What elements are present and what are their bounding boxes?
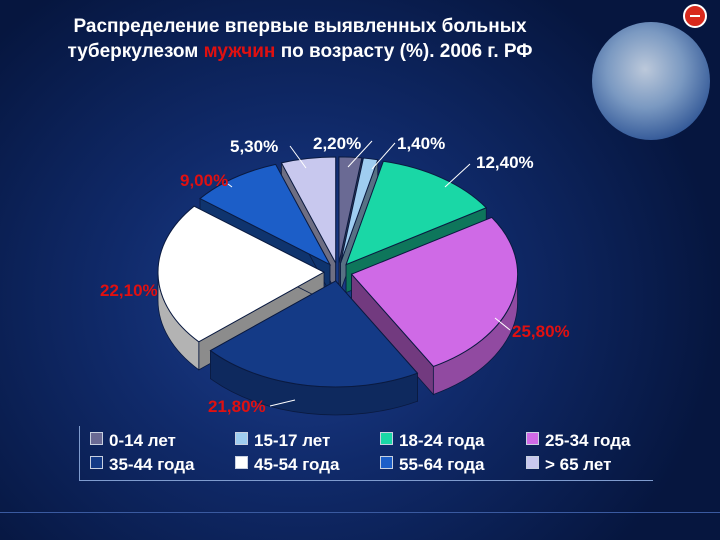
legend-label-1: 0-14 лет: [109, 431, 176, 450]
medical-badge-icon: [683, 4, 707, 28]
data-label-7: 9,00%: [180, 171, 228, 190]
chart-title-line2: туберкулезом мужчин по возрасту (%). 200…: [0, 39, 600, 64]
title-text-pre: туберкулезом: [67, 41, 204, 62]
data-label-3: 12,40%: [476, 153, 534, 172]
pie-slice-5: [209, 279, 419, 416]
legend-label-3: 18-24 года: [399, 431, 485, 450]
title-text-post: по возрасту (%). 2006 г. РФ: [275, 41, 533, 62]
leader-line-6: [161, 290, 173, 295]
globe-logo-icon: [592, 22, 710, 140]
leader-line-8: [289, 145, 307, 169]
legend-label-5: 35-44 года: [109, 455, 195, 474]
legend-item-3: 18-24 года: [380, 430, 484, 452]
legend-label-4: 25-34 года: [545, 431, 631, 450]
legend-swatch-7: [380, 456, 393, 469]
legend-label-6: 45-54 года: [254, 455, 340, 474]
legend-swatch-2: [235, 432, 248, 445]
legend-item-6: 45-54 года: [235, 454, 339, 476]
legend-label-2: 15-17 лет: [254, 431, 331, 450]
data-label-2: 1,40%: [397, 134, 445, 153]
data-label-6: 22,10%: [100, 281, 158, 300]
data-label-4: 25,80%: [512, 322, 570, 341]
data-label-8: 5,30%: [230, 137, 278, 156]
legend-label-8: > 65 лет: [545, 455, 612, 474]
legend-item-7: 55-64 года: [380, 454, 484, 476]
pie-slice-4: [350, 216, 519, 396]
legend-item-1: 0-14 лет: [90, 430, 176, 452]
chart-legend: 0-14 лет 15-17 лет 18-24 года 25-34 года 35-…: [79, 426, 653, 481]
chart-title-line1: Распределение впервые выявленных больных: [73, 16, 527, 37]
legend-swatch-5: [90, 456, 103, 469]
pie-slice-6: [157, 205, 326, 371]
leader-line-7: [227, 183, 233, 188]
legend-item-4: 25-34 года: [526, 430, 630, 452]
leader-line-5: [269, 399, 296, 407]
legend-swatch-1: [90, 432, 103, 445]
legend-label-7: 55-64 года: [399, 455, 485, 474]
legend-item-8: > 65 лет: [526, 454, 611, 476]
leader-line-3: [444, 163, 471, 188]
leader-line-1: [347, 140, 373, 168]
data-label-5: 21,80%: [208, 397, 266, 416]
legend-swatch-6: [235, 456, 248, 469]
legend-swatch-4: [526, 432, 539, 445]
footer-divider: [0, 512, 720, 513]
legend-swatch-8: [526, 456, 539, 469]
leader-line-2: [371, 142, 396, 170]
pie-slice-2: [340, 157, 379, 292]
data-label-1: 2,20%: [313, 134, 361, 153]
title-highlight-word: мужчин: [203, 41, 276, 62]
legend-swatch-3: [380, 432, 393, 445]
legend-item-2: 15-17 лет: [235, 430, 330, 452]
leader-line-4: [494, 317, 511, 331]
chart-title: Распределение впервые выявленных больных…: [0, 14, 600, 64]
legend-item-5: 35-44 года: [90, 454, 194, 476]
